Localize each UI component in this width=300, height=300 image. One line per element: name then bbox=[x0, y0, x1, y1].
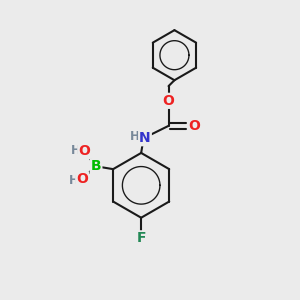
Text: O: O bbox=[163, 94, 175, 108]
Text: H: H bbox=[130, 130, 140, 143]
Text: N: N bbox=[139, 131, 151, 145]
Text: B: B bbox=[91, 159, 101, 173]
Text: O: O bbox=[78, 144, 90, 158]
Text: O: O bbox=[76, 172, 88, 186]
Text: O: O bbox=[188, 119, 200, 133]
Text: F: F bbox=[136, 231, 146, 245]
Text: H: H bbox=[68, 174, 78, 188]
Text: H: H bbox=[70, 144, 80, 157]
